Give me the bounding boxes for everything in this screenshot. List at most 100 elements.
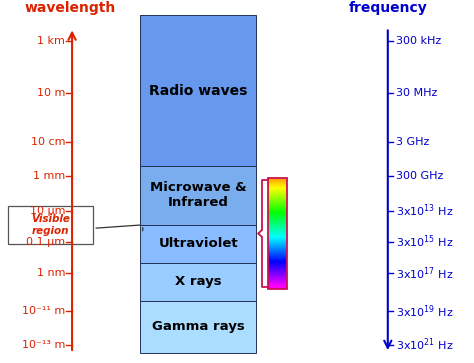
Bar [268, 245, 287, 246]
Bar [268, 189, 287, 190]
Bar [268, 181, 287, 182]
Bar [268, 213, 287, 214]
Bar [268, 215, 287, 216]
Bar [268, 283, 287, 284]
Bar [268, 229, 287, 230]
Text: 3x10$^{13}$ Hz: 3x10$^{13}$ Hz [396, 203, 454, 219]
Bar [268, 237, 287, 238]
Bar [268, 178, 287, 179]
Bar [268, 187, 287, 188]
Bar [268, 269, 287, 270]
Bar [268, 288, 287, 289]
Bar [268, 183, 287, 184]
Bar [268, 258, 287, 259]
Bar [268, 252, 287, 253]
Bar [268, 281, 287, 282]
Bar [268, 259, 287, 260]
Bar [268, 280, 287, 281]
Bar [268, 203, 287, 204]
Bar [268, 186, 287, 187]
Bar [268, 235, 287, 236]
Text: Visible
region: Visible region [31, 214, 70, 236]
Bar [268, 242, 287, 243]
Bar [268, 253, 287, 254]
Bar [268, 199, 287, 200]
Bar [268, 284, 287, 285]
Bar [140, 166, 256, 225]
Bar [268, 257, 287, 258]
Bar [268, 223, 287, 224]
Bar [268, 225, 287, 226]
Text: 3x10$^{19}$ Hz: 3x10$^{19}$ Hz [396, 303, 454, 320]
Bar [268, 224, 287, 225]
Bar [268, 266, 287, 267]
Bar [268, 182, 287, 183]
Bar [268, 232, 287, 233]
Bar [140, 15, 256, 166]
Text: Radio waves: Radio waves [149, 84, 247, 98]
Bar [268, 265, 287, 266]
Bar [268, 195, 287, 196]
Bar [268, 228, 287, 229]
Bar [268, 240, 287, 241]
Bar [268, 274, 287, 275]
Text: 10 μm: 10 μm [29, 206, 65, 216]
Bar [268, 254, 287, 255]
Bar [268, 206, 287, 207]
Bar [268, 190, 287, 191]
Bar [268, 185, 287, 186]
Bar [268, 226, 287, 227]
Bar [268, 222, 287, 223]
Bar [268, 273, 287, 274]
Bar [268, 230, 287, 231]
Bar [268, 216, 287, 217]
Bar [268, 241, 287, 242]
Bar [268, 192, 287, 193]
Bar [268, 202, 287, 203]
Bar [140, 301, 256, 353]
Bar [268, 209, 287, 210]
Bar [268, 256, 287, 257]
Text: wavelength: wavelength [24, 1, 115, 15]
Bar [268, 210, 287, 211]
Bar [268, 219, 287, 220]
Bar [268, 271, 287, 272]
Text: 300 GHz: 300 GHz [396, 171, 444, 182]
Bar [268, 218, 287, 219]
Text: Ultraviolet: Ultraviolet [158, 237, 238, 250]
Bar [268, 188, 287, 189]
Text: 3x10$^{21}$ Hz: 3x10$^{21}$ Hz [396, 337, 454, 353]
Bar [268, 251, 287, 252]
Text: 10 cm: 10 cm [30, 137, 65, 147]
Bar [268, 194, 287, 195]
Text: frequency: frequency [348, 1, 427, 15]
Bar [268, 244, 287, 245]
Text: 3x10$^{17}$ Hz: 3x10$^{17}$ Hz [396, 265, 454, 282]
Bar [268, 205, 287, 206]
Text: 30 MHz: 30 MHz [396, 88, 438, 98]
Bar [268, 276, 287, 277]
Bar [268, 263, 287, 264]
Bar [268, 264, 287, 265]
Bar [268, 248, 287, 249]
Bar [268, 238, 287, 239]
Bar [268, 207, 287, 208]
Bar [268, 278, 287, 279]
Bar [268, 198, 287, 199]
Bar [268, 285, 287, 286]
Bar [268, 261, 287, 262]
Bar [268, 217, 287, 218]
Bar [268, 234, 287, 235]
Bar [140, 225, 256, 263]
Text: 1 km: 1 km [37, 36, 65, 46]
Bar [268, 191, 287, 192]
Bar [268, 275, 287, 276]
Bar [268, 233, 287, 234]
Bar [268, 227, 287, 228]
Bar [268, 178, 287, 289]
Bar [268, 208, 287, 209]
Bar [268, 200, 287, 201]
Bar [268, 239, 287, 240]
Text: 3x10$^{15}$ Hz: 3x10$^{15}$ Hz [396, 234, 454, 250]
Bar [268, 250, 287, 251]
